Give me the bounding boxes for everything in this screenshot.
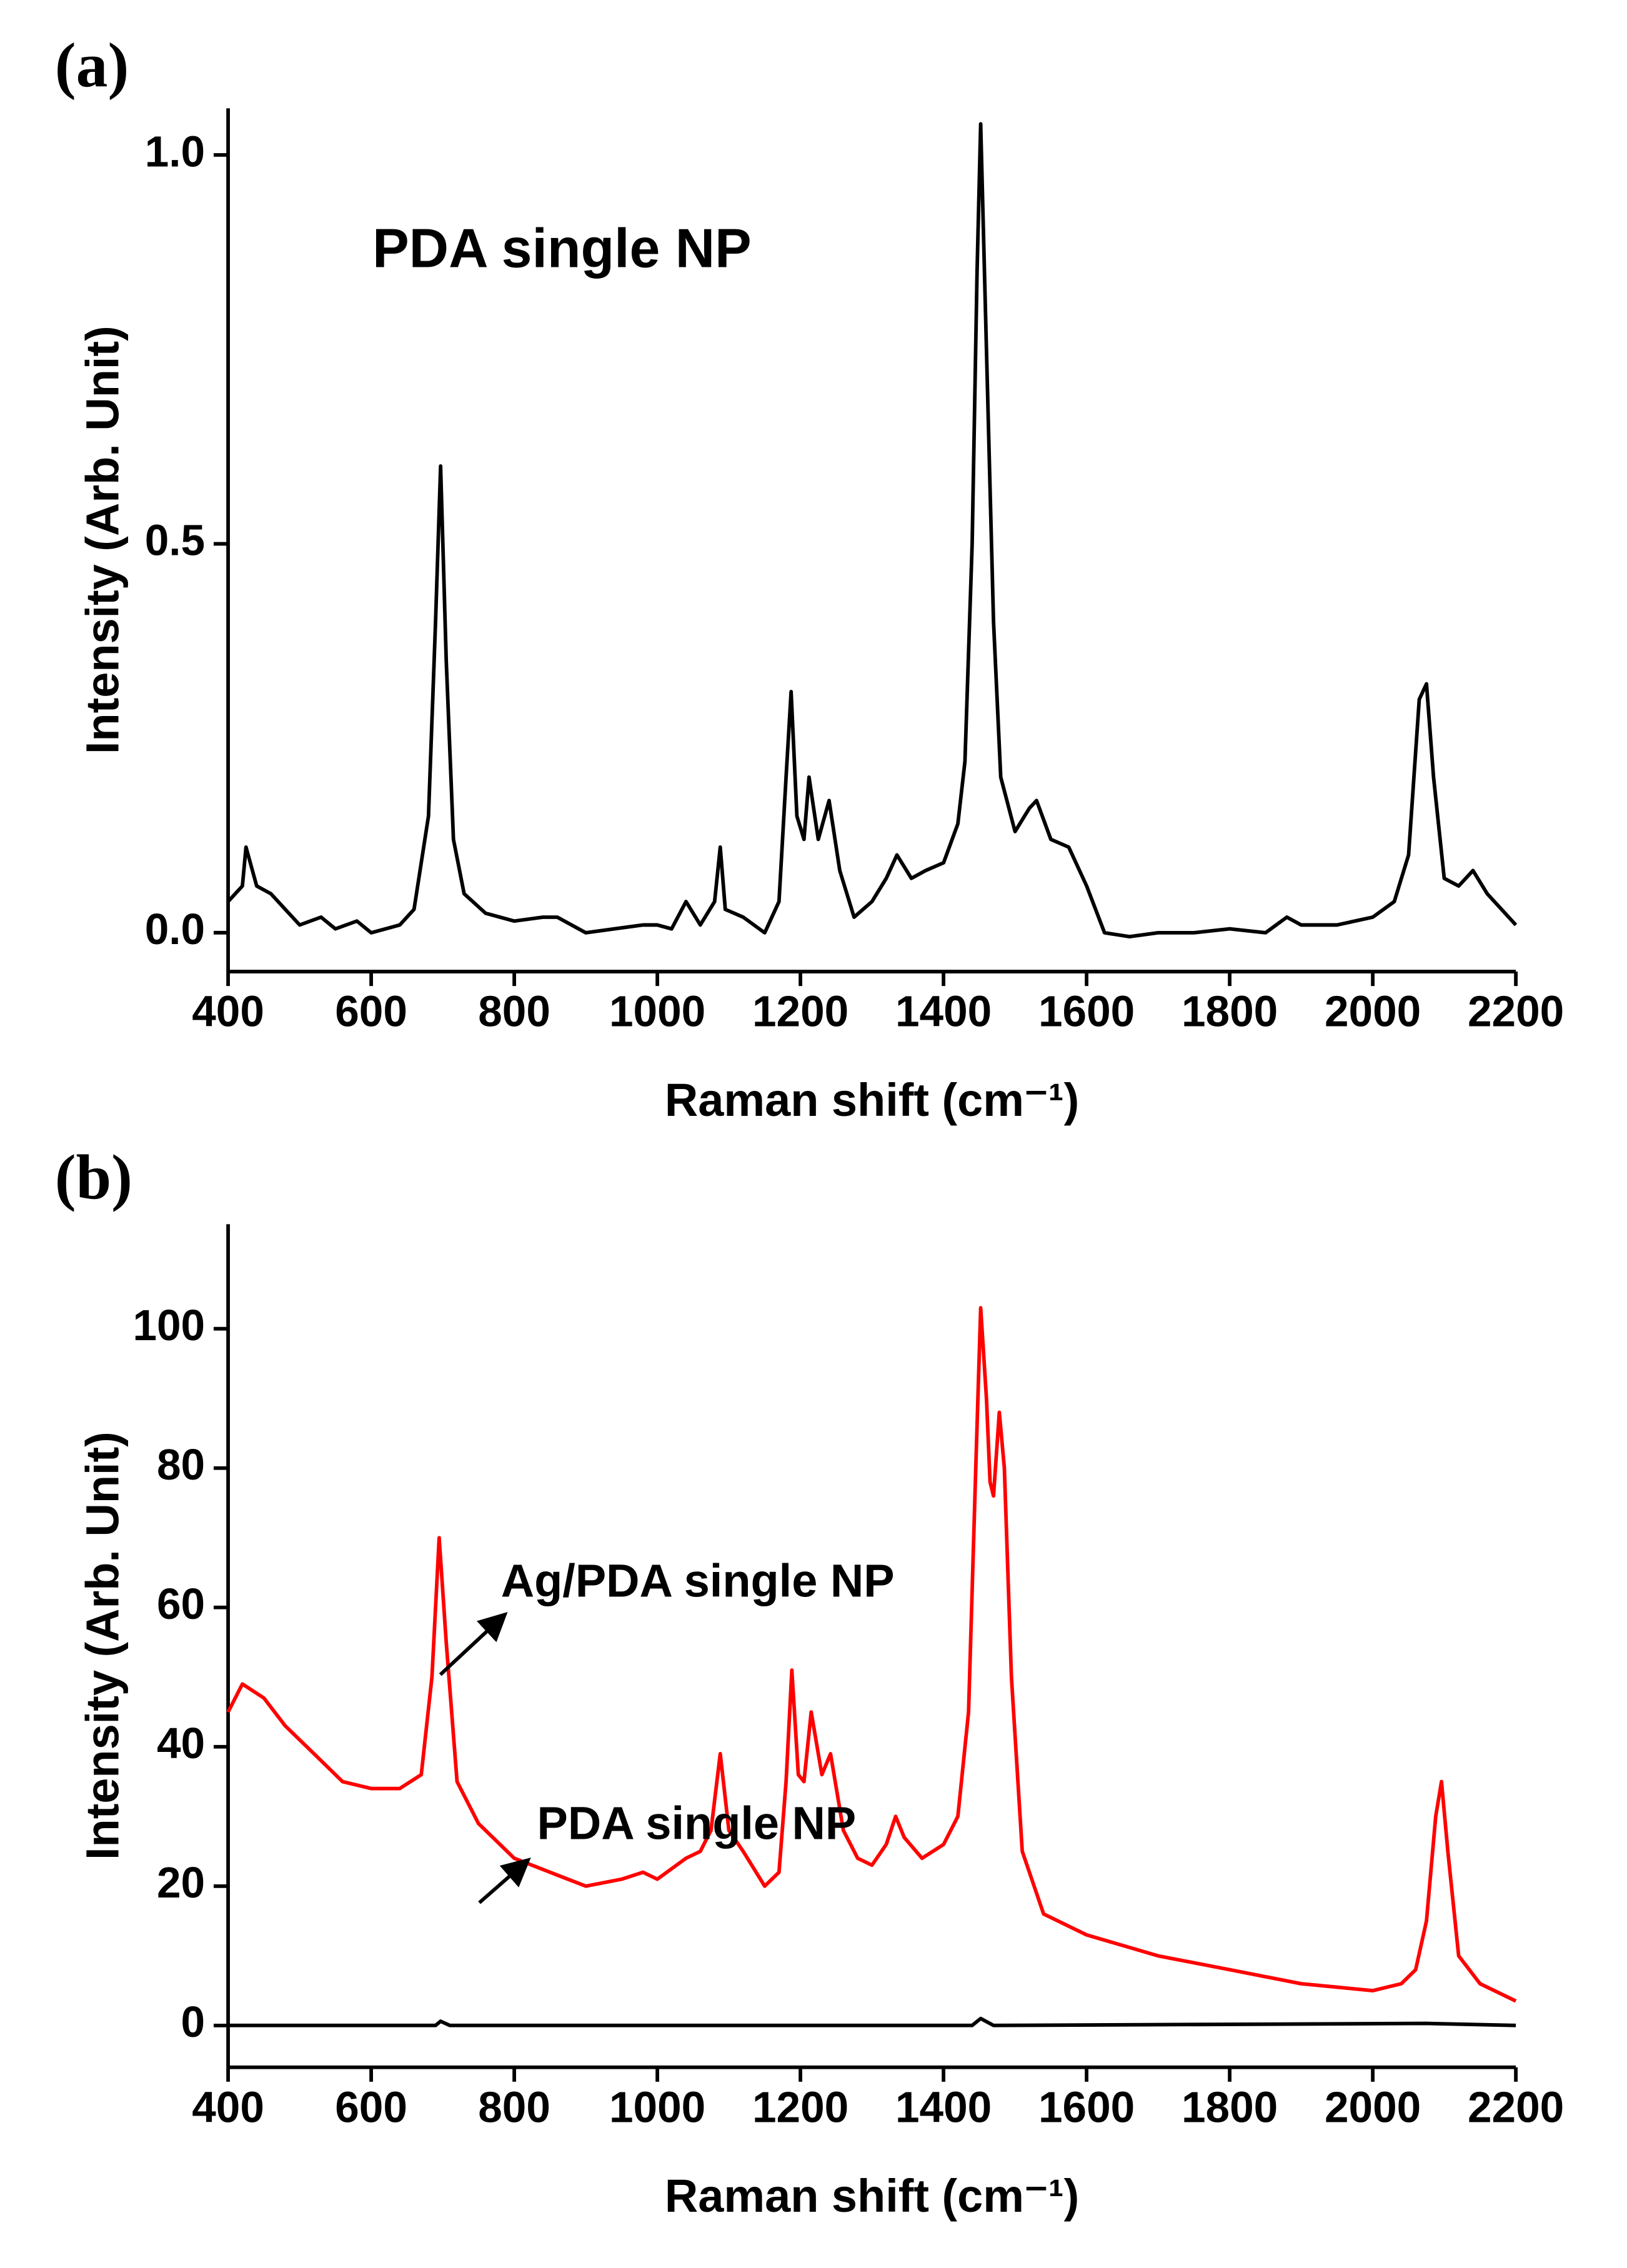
x-axis-label: Raman shift (cm⁻¹): [665, 1074, 1079, 1126]
x-tick-label: 1000: [609, 987, 705, 1036]
panel: 400 600 800 1000 1200 1400 1600 1800 2000 2200 0.0…: [55, 30, 1564, 1126]
x-tick-label: 2200: [1468, 987, 1564, 1036]
y-axis-label: Intensity (Arb. Unit): [76, 1431, 128, 1860]
series-line: [226, 1306, 1517, 2003]
x-tick-label: 1400: [895, 2082, 992, 2131]
x-tick-label: 1400: [895, 987, 992, 1036]
y-axis-label: Intensity (Arb. Unit): [76, 326, 128, 754]
y-tick-label: 0.5: [145, 516, 205, 565]
x-tick-label: 2000: [1325, 2082, 1421, 2131]
x-tick-label: 600: [335, 987, 407, 1036]
x-tick-label: 1600: [1038, 987, 1135, 1036]
x-tick-label: 1800: [1182, 2082, 1278, 2131]
y-tick-label: 80: [157, 1440, 205, 1489]
x-tick-label: 800: [478, 2082, 550, 2131]
x-tick-label: 1200: [752, 2082, 848, 2131]
series-line: [228, 2016, 1516, 2027]
chart-title: PDA single NP: [372, 218, 752, 279]
annotation-arrow: [478, 1858, 531, 1904]
x-tick-label: 1000: [609, 2082, 705, 2131]
annotation: Ag/PDA single NP: [501, 1555, 895, 1607]
x-axis-label: Raman shift (cm⁻¹): [665, 2170, 1079, 2222]
y-tick-label: 0.0: [145, 905, 205, 953]
annotation-arrow: [439, 1612, 508, 1676]
x-tick-label: 400: [192, 2082, 264, 2131]
y-tick-label: 0: [181, 1997, 206, 2046]
x-tick-label: 800: [478, 987, 550, 1036]
y-tick-label: 20: [157, 1858, 205, 1907]
panel: 400 600 800 1000 1200 1400 1600 1800 2000 2200 0 20…: [55, 1141, 1564, 2222]
panel-label: (a): [55, 30, 129, 101]
y-tick-label: 100: [132, 1301, 205, 1350]
x-tick-label: 1200: [752, 987, 848, 1036]
x-tick-label: 2200: [1468, 2082, 1564, 2131]
panel-label: (b): [55, 1141, 132, 1212]
x-tick-label: 1800: [1182, 987, 1278, 1036]
x-tick-label: 400: [192, 987, 264, 1036]
y-tick-label: 60: [157, 1579, 205, 1628]
y-tick-label: 40: [157, 1719, 205, 1768]
x-tick-label: 2000: [1325, 987, 1421, 1036]
x-tick-label: 600: [335, 2082, 407, 2131]
annotation: PDA single NP: [537, 1798, 857, 1849]
y-tick-label: 1.0: [145, 127, 205, 176]
x-tick-label: 1600: [1038, 2082, 1135, 2131]
series-line: [226, 122, 1518, 939]
